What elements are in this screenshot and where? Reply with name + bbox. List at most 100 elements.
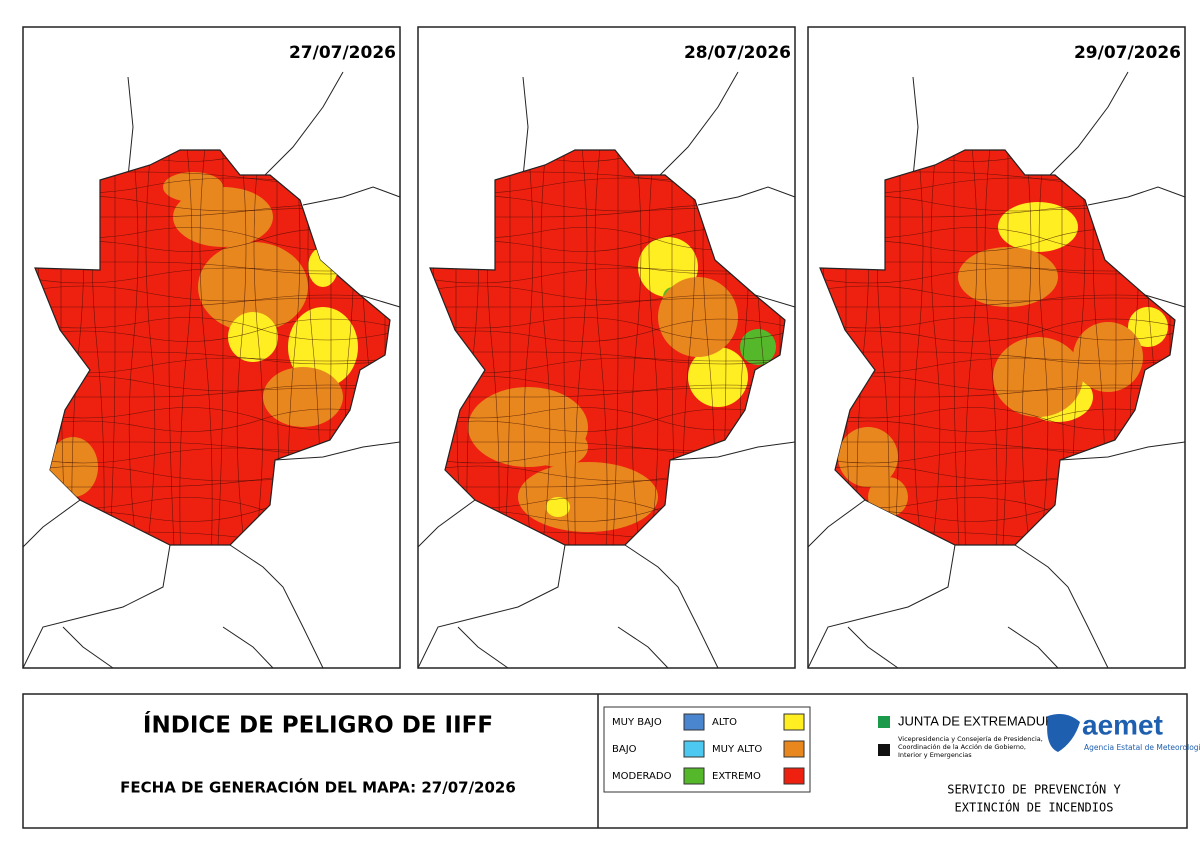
border-line [912,76,919,178]
map-panel: 28/07/2026 [417,26,796,669]
border-line [807,544,956,669]
legend-label: EXTREMO [712,771,761,782]
border-line [1047,71,1129,178]
municipality-line [820,408,1175,432]
municipality-line [430,408,785,432]
footer-box [22,693,1188,829]
border-line [657,71,739,178]
municipality-line [35,285,390,302]
region-fill [820,150,1175,545]
municipality-line [929,150,941,545]
municipality-line [503,150,511,545]
hazard-area [228,312,278,362]
hazard-area [1128,307,1168,347]
municipality-line [820,384,1175,398]
legend-label: MODERADO [612,771,672,782]
footer-title: ÍNDICE DE PELIGRO DE IIFF [143,711,493,739]
border-line [457,626,509,669]
municipality-line [216,150,224,545]
junta-icon-dark [878,744,890,756]
border-line [417,499,476,548]
legend-box [603,706,811,793]
municipality-line [35,384,390,398]
map-date: 28/07/2026 [684,43,791,63]
junta-line: Coordinación de la Acción de Gobierno, [898,743,1026,751]
municipality-line [35,408,390,432]
municipality-line [631,150,643,545]
legend-label: BAJO [612,744,637,755]
municipality-line [574,150,588,545]
municipality-line [35,317,390,341]
border-line [1059,441,1186,461]
municipality-line [168,150,176,545]
border-line [807,499,866,548]
municipality-line [1001,150,1009,545]
municipality-line [35,318,390,342]
hazard-area [528,427,588,467]
border-line [1007,626,1059,669]
legend-swatch [683,767,705,785]
municipality-line [35,294,390,308]
municipality-line [647,150,659,545]
municipality-line [964,150,978,545]
border-line [617,626,669,669]
municipality-line [430,318,785,342]
municipality-line [430,317,785,341]
municipality-line [820,285,1175,302]
legend-swatch [683,713,705,731]
municipality-line [430,384,785,398]
hazard-area [546,497,570,517]
legend: MUY BAJO BAJO MODERADO ALTO MUY ALTO EXTREMO [612,713,805,785]
municipality-line [953,150,961,545]
generation-date: FECHA DE GENERACIÓN DEL MAPA: 27/07/2026 [120,778,516,797]
border-line [847,626,899,669]
border-line [669,441,796,461]
aemet-name: aemet [1082,709,1163,740]
municipality-line [539,150,551,545]
municipality-line [563,150,571,545]
border-line [302,186,401,206]
municipality-line [820,294,1175,308]
municipality-line [430,285,785,302]
border-line [222,626,274,669]
border-line [522,76,529,178]
municipality-line [430,294,785,308]
border-line [127,76,134,178]
municipality-line [179,150,193,545]
border-line [417,544,566,669]
border-line [22,499,81,548]
border-line [359,294,401,308]
municipality-line [523,150,535,545]
legend-label: MUY BAJO [612,717,662,728]
municipality-line [108,150,116,545]
municipality-line [820,407,1175,431]
service-line: SERVICIO DE PREVENCIÓN Y [947,782,1121,797]
legend-swatch [783,767,805,785]
hazard-area [288,307,358,387]
border-line [697,186,796,206]
border-line [1087,186,1186,206]
legend-swatch [783,740,805,758]
hazard-area [1073,322,1143,392]
map-panel: 29/07/2026 [807,26,1186,669]
junta-line: Vicepresidencia y Consejería de Presiden… [898,735,1043,743]
border-line [62,626,114,669]
municipality-line [984,150,998,545]
municipality-line [820,317,1175,341]
municipality-line [820,318,1175,342]
border-line [754,294,796,308]
legend-swatch [683,740,705,758]
border-line [229,544,324,669]
municipality-line [430,351,785,365]
hazard-area [993,337,1083,417]
hazard-area [740,329,776,365]
municipality-line [1037,150,1049,545]
municipality-line [35,351,390,365]
hazard-area [688,347,748,407]
legend-label: MUY ALTO [712,744,762,755]
hazard-area [263,367,343,427]
municipality-line [35,407,390,431]
hazard-area [998,202,1078,252]
